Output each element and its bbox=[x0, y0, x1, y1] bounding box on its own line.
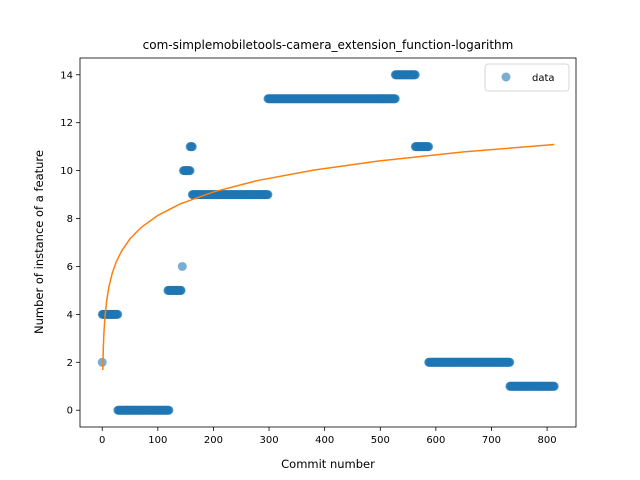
y-tick-label: 4 bbox=[67, 310, 73, 321]
data-point bbox=[505, 357, 515, 367]
y-tick-label: 6 bbox=[67, 262, 73, 273]
data-point bbox=[176, 285, 186, 295]
y-axis: 0 2 4 6 8 10 12 14 bbox=[60, 70, 80, 417]
x-axis-label: Commit number bbox=[281, 457, 375, 471]
y-axis-label: Number of instance of a feature bbox=[32, 150, 46, 334]
legend-box bbox=[484, 63, 570, 92]
data-point bbox=[390, 94, 400, 104]
x-tick-label: 0 bbox=[99, 435, 105, 446]
data-point bbox=[263, 190, 273, 200]
y-tick-label: 14 bbox=[60, 70, 73, 81]
x-tick-label: 800 bbox=[538, 435, 557, 446]
x-tick-label: 300 bbox=[260, 435, 279, 446]
fit-curve bbox=[102, 143, 555, 370]
legend-label-data: data bbox=[532, 73, 555, 84]
x-tick-label: 100 bbox=[148, 435, 167, 446]
data-point bbox=[113, 309, 123, 319]
x-tick-label: 200 bbox=[204, 435, 223, 446]
data-point bbox=[177, 261, 187, 271]
x-tick-label: 400 bbox=[315, 435, 334, 446]
legend: data bbox=[484, 63, 570, 92]
x-tick-label: 700 bbox=[482, 435, 501, 446]
plot-area bbox=[97, 70, 559, 415]
data-point bbox=[164, 405, 174, 415]
chart-title: com-simplemobiletools-camera_extension_f… bbox=[143, 38, 514, 52]
y-tick-label: 12 bbox=[60, 118, 73, 129]
data-point bbox=[549, 381, 559, 391]
data-point bbox=[410, 70, 420, 80]
y-tick-label: 10 bbox=[60, 166, 73, 177]
axes-frame bbox=[79, 57, 577, 428]
y-tick-label: 2 bbox=[67, 358, 73, 369]
x-axis: 0 100 200 300 400 500 600 700 800 bbox=[99, 427, 557, 446]
data-point bbox=[424, 142, 434, 152]
x-tick-label: 600 bbox=[426, 435, 445, 446]
y-tick-label: 0 bbox=[67, 406, 73, 417]
x-tick-label: 500 bbox=[371, 435, 390, 446]
y-tick-label: 8 bbox=[67, 214, 73, 225]
data-point bbox=[185, 166, 195, 176]
legend-marker-data bbox=[501, 72, 511, 82]
data-point bbox=[187, 142, 197, 152]
